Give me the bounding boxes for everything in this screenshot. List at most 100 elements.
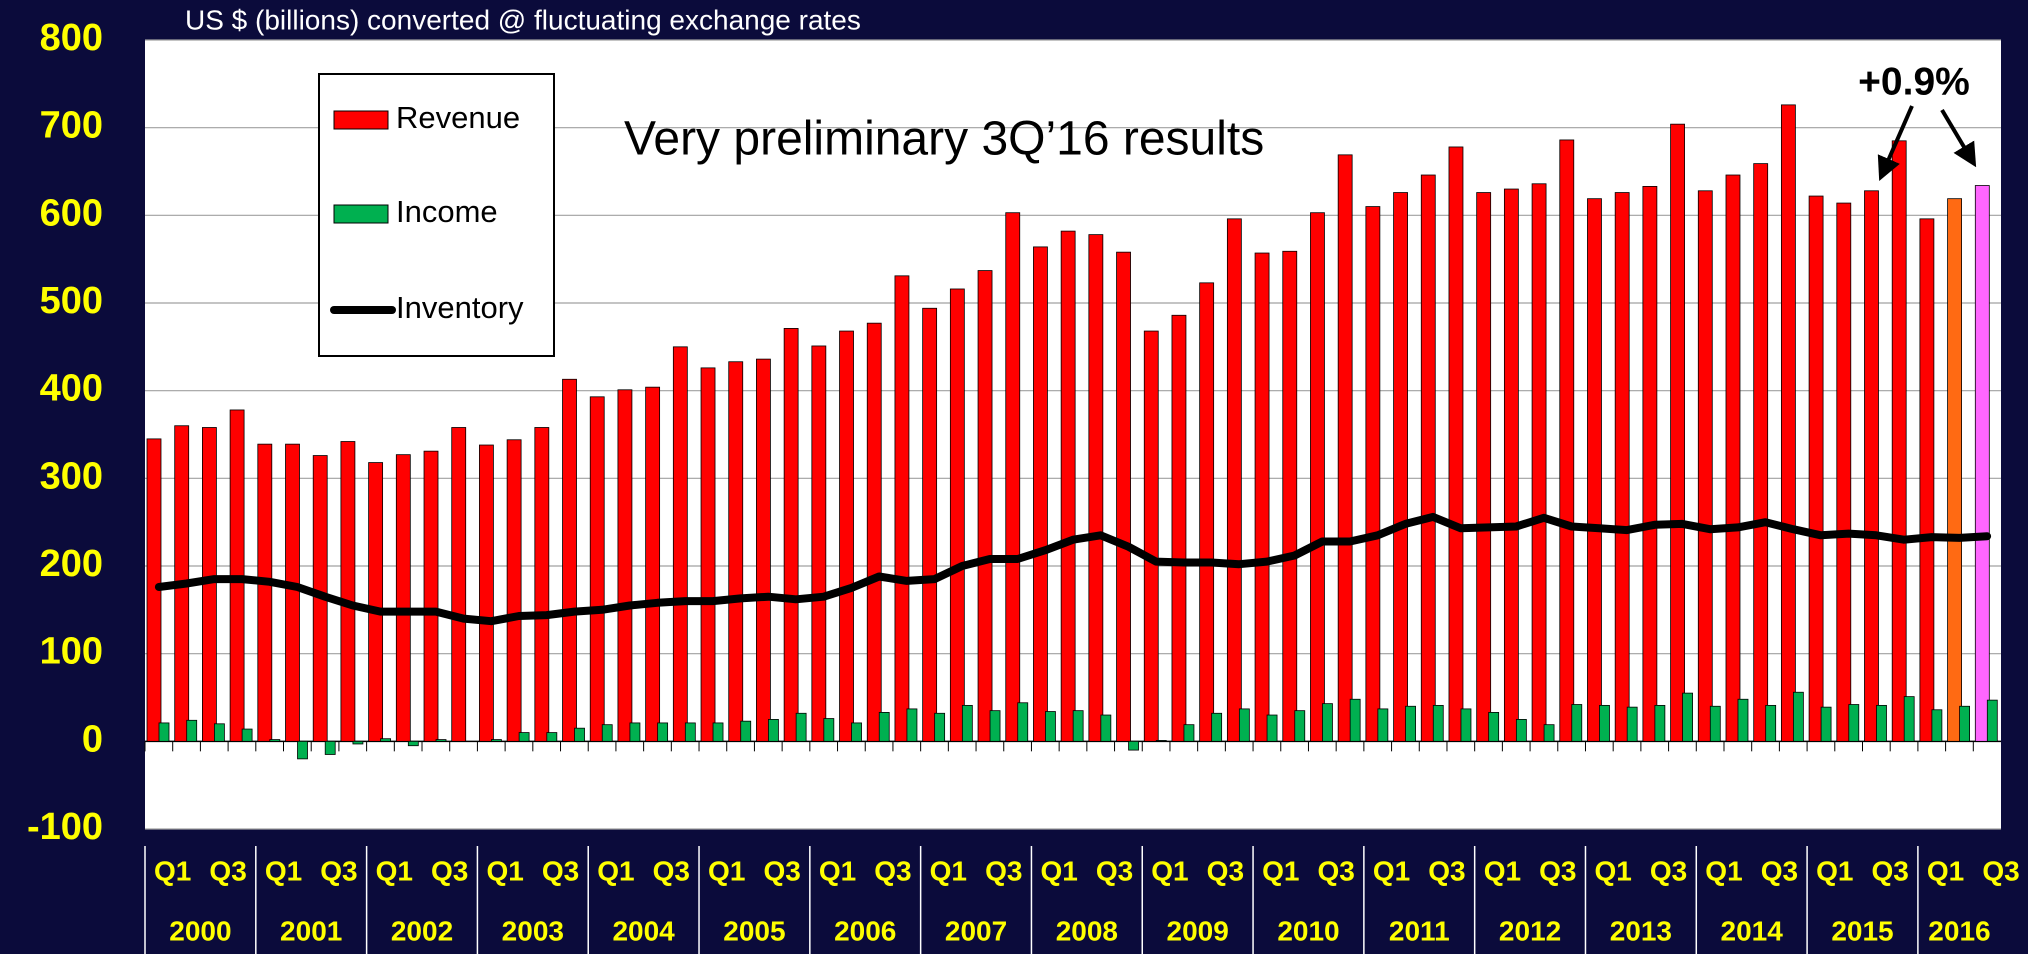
bar (1654, 704, 1666, 742)
bar (186, 719, 198, 742)
bar (1986, 699, 1998, 742)
bar (1864, 190, 1879, 742)
bar (934, 712, 946, 742)
x-tick-label: Q3 (1982, 855, 2019, 886)
bar (1420, 174, 1436, 742)
bar (340, 441, 356, 742)
bar (700, 367, 716, 742)
x-tick-label: Q3 (1207, 855, 1244, 886)
bar (1033, 246, 1048, 742)
bar (368, 462, 384, 742)
x-tick-label: Q1 (930, 855, 967, 886)
bar (1725, 174, 1741, 742)
bar (423, 450, 439, 742)
y-tick-label: 600 (40, 192, 103, 234)
bar (479, 444, 494, 742)
bar (1559, 139, 1575, 742)
bar (1238, 708, 1250, 742)
bar (922, 307, 938, 742)
bar (629, 722, 641, 742)
x-tick-label: Q1 (265, 855, 302, 886)
x-tick-label: Q3 (209, 855, 246, 886)
bar (1765, 704, 1777, 742)
x-tick-label: Q1 (1040, 855, 1077, 886)
bar (712, 722, 724, 742)
bar (617, 389, 633, 742)
y-tick-label: 200 (40, 543, 103, 585)
y-tick-label: 300 (40, 455, 103, 497)
bar (1891, 140, 1907, 742)
x-tick-label: Q3 (1539, 855, 1576, 886)
bar (1155, 740, 1167, 742)
bar (1571, 704, 1583, 742)
bar (878, 712, 890, 742)
bar (1587, 198, 1602, 742)
year-label: 2000 (169, 915, 231, 946)
bar (1349, 698, 1361, 742)
bar (1088, 234, 1104, 742)
bar (1460, 708, 1472, 742)
year-label: 2009 (1167, 915, 1229, 946)
bar (866, 322, 882, 742)
bar (1128, 740, 1139, 751)
bar (1697, 190, 1713, 742)
bar (1848, 704, 1860, 742)
y-tick-label: 800 (40, 17, 103, 59)
x-tick-label: Q3 (1428, 855, 1465, 886)
x-tick-label: Q1 (708, 855, 745, 886)
line (154, 512, 1992, 626)
bar (1199, 282, 1215, 742)
bar (906, 708, 918, 742)
year-label: 2011 (1389, 915, 1450, 946)
bar (1626, 706, 1638, 742)
bar (352, 740, 364, 745)
year-label: 2016 (1928, 915, 1990, 946)
x-tick-label: Q3 (985, 855, 1022, 886)
bar (839, 330, 854, 742)
bar (1405, 705, 1416, 742)
bar (1183, 724, 1195, 742)
bar (1820, 706, 1832, 742)
bar (1448, 146, 1464, 742)
bar (1294, 710, 1306, 742)
year-label: 2013 (1610, 915, 1672, 946)
bar (1377, 708, 1389, 742)
bar (241, 728, 253, 742)
bar (1322, 703, 1333, 742)
bar (1266, 714, 1278, 742)
bar (257, 443, 273, 742)
bar (1365, 206, 1381, 742)
bar (1432, 704, 1444, 742)
year-label: 2012 (1499, 915, 1561, 946)
x-tick-label: Q3 (653, 855, 690, 886)
x-tick-label: Q1 (819, 855, 856, 886)
bar (811, 345, 827, 742)
bar (1143, 330, 1159, 742)
bar (562, 378, 577, 742)
year-label: 2006 (834, 915, 896, 946)
y-tick-label: 500 (40, 280, 103, 322)
x-tick-label: Q3 (1650, 855, 1687, 886)
bar (546, 732, 558, 742)
bar (1543, 724, 1555, 742)
bar (977, 270, 993, 742)
x-tick-label: Q1 (1373, 855, 1410, 886)
x-tick-label: Q3 (1096, 855, 1133, 886)
bar (506, 439, 522, 742)
bar (1254, 252, 1270, 742)
x-tick-label: Q1 (1594, 855, 1631, 886)
x-tick-label: Q1 (597, 855, 634, 886)
x-tick-label: Q3 (874, 855, 911, 886)
bar (756, 358, 771, 742)
bar (1974, 185, 1990, 742)
x-tick-label: Q3 (320, 855, 357, 886)
bar (1515, 719, 1527, 742)
x-tick-label: Q3 (1761, 855, 1798, 886)
x-tick-label: Q1 (1927, 855, 1964, 886)
bar (1876, 704, 1887, 742)
bar (269, 739, 281, 742)
bar (1100, 714, 1112, 742)
bar (1476, 192, 1492, 742)
x-tick-label: Q1 (154, 855, 191, 886)
bar (407, 740, 419, 747)
